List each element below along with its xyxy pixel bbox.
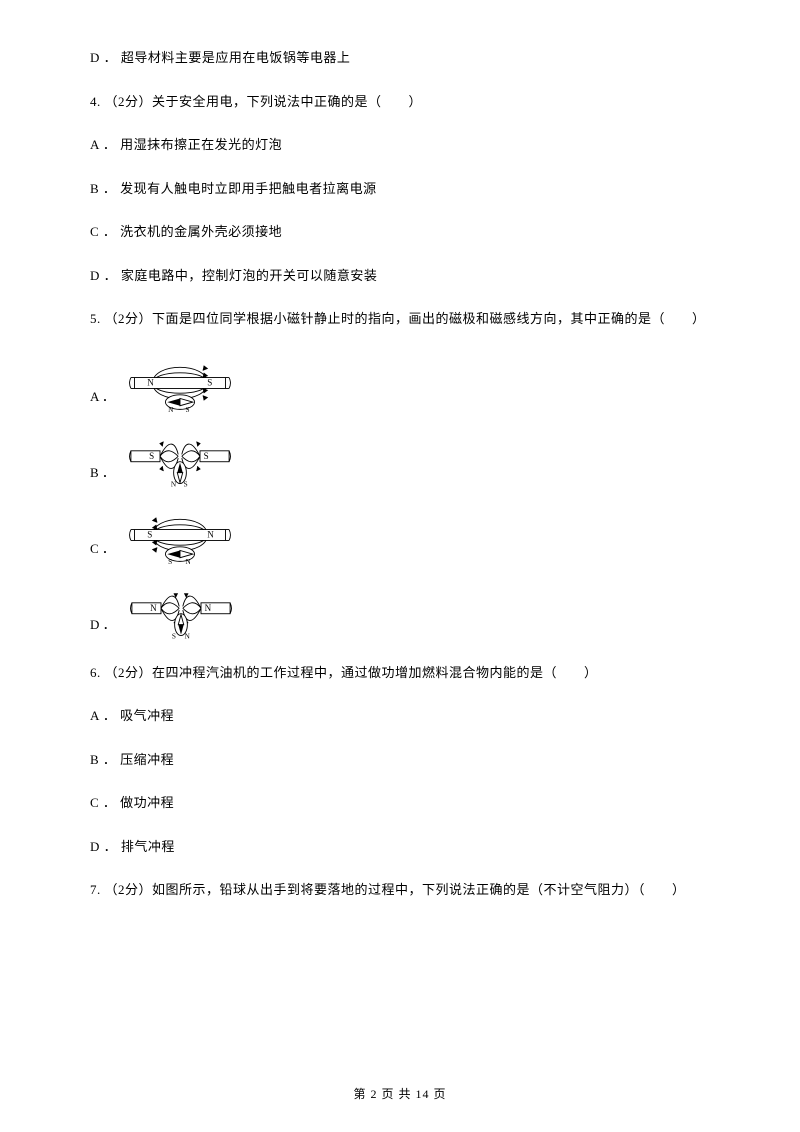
q4-option-d: D ． 家庭电路中，控制灯泡的开关可以随意安装 xyxy=(90,266,710,286)
option-d-prev: D ． 超导材料主要是应用在电饭锅等电器上 xyxy=(90,48,710,68)
svg-text:S: S xyxy=(185,406,189,413)
question-6: 6. （2分）在四冲程汽油机的工作过程中，通过做功增加燃料混合物内能的是（ ） xyxy=(90,663,710,683)
svg-text:N: N xyxy=(185,558,191,565)
svg-text:S: S xyxy=(207,377,212,387)
q5-option-b-row: B ． S xyxy=(90,429,710,489)
q6-option-a: A ． 吸气冲程 xyxy=(90,706,710,726)
q5-option-b-label: B ． xyxy=(90,462,115,489)
q5-option-c-label: C ． xyxy=(90,538,115,565)
q5-option-a-row: A ． N S xyxy=(90,353,710,413)
q6-option-c: C ． 做功冲程 xyxy=(90,793,710,813)
svg-text:S: S xyxy=(204,451,209,461)
q6-option-b: B ． 压缩冲程 xyxy=(90,750,710,770)
svg-text:N: N xyxy=(150,603,157,613)
q5-option-d-row: D ． N N xyxy=(90,581,710,641)
svg-text:N: N xyxy=(204,603,211,613)
svg-text:S: S xyxy=(149,451,154,461)
q5-option-a-label: A ． xyxy=(90,386,115,413)
q4-option-b: B ． 发现有人触电时立即用手把触电者拉离电源 xyxy=(90,179,710,199)
q4-option-c: C ． 洗衣机的金属外壳必须接地 xyxy=(90,222,710,242)
svg-text:N: N xyxy=(184,632,190,640)
question-5: 5. （2分）下面是四位同学根据小磁针静止时的指向，画出的磁极和磁感线方向，其中… xyxy=(90,309,710,329)
svg-text:N: N xyxy=(147,377,154,387)
q4-option-a: A ． 用湿抹布擦正在发光的灯泡 xyxy=(90,135,710,155)
q5-diagram-d: N N S N xyxy=(126,581,236,641)
question-4: 4. （2分）关于安全用电，下列说法中正确的是（ ） xyxy=(90,92,710,112)
q5-option-d-label: D ． xyxy=(90,614,116,641)
svg-text:S: S xyxy=(168,558,172,565)
svg-text:N: N xyxy=(207,529,214,539)
svg-text:N: N xyxy=(171,480,177,488)
question-7: 7. （2分）如图所示，铅球从出手到将要落地的过程中，下列说法正确的是（不计空气… xyxy=(90,880,710,900)
q6-option-d: D ． 排气冲程 xyxy=(90,837,710,857)
svg-text:S: S xyxy=(147,529,152,539)
q5-diagram-b: S S N S xyxy=(125,429,235,489)
svg-text:S: S xyxy=(184,480,188,488)
svg-text:N: N xyxy=(168,406,174,413)
svg-text:S: S xyxy=(172,632,176,640)
q5-diagram-a: N S N S xyxy=(125,353,235,413)
q5-diagram-c: S N S N xyxy=(125,505,235,565)
page-footer: 第 2 页 共 14 页 xyxy=(0,1085,800,1102)
q5-option-c-row: C ． S N S N xyxy=(90,505,710,565)
